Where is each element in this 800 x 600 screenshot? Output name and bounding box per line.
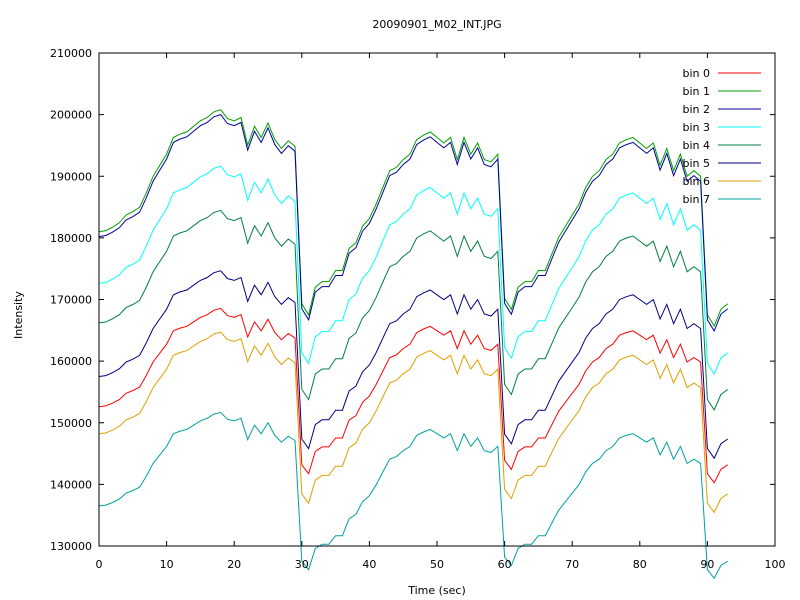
legend-label-bin-0: bin 0	[682, 67, 710, 80]
legend-label-bin-7: bin 7	[682, 193, 710, 206]
legend-label-bin-2: bin 2	[682, 103, 710, 116]
series-line-bin-0	[98, 307, 728, 484]
x-tick-label: 70	[565, 558, 579, 571]
x-tick-label: 10	[160, 558, 174, 571]
series-group	[98, 109, 729, 580]
x-tick-label: 100	[765, 558, 786, 571]
y-tick-label: 180000	[50, 232, 92, 245]
x-tick-label: 20	[227, 558, 241, 571]
legend-label-bin-4: bin 4	[682, 139, 710, 152]
y-tick-label: 170000	[50, 294, 92, 307]
y-tick-label: 210000	[50, 47, 92, 60]
series-line-bin-2	[98, 114, 729, 333]
x-axis-label: Time (sec)	[407, 584, 466, 597]
legend-label-bin-1: bin 1	[682, 85, 710, 98]
x-tick-label: 40	[362, 558, 376, 571]
legend-label-bin-5: bin 5	[682, 157, 710, 170]
x-tick-label: 80	[633, 558, 647, 571]
y-tick-label: 150000	[50, 417, 92, 430]
series-line-bin-7	[98, 411, 728, 580]
legend-label-bin-6: bin 6	[682, 175, 710, 188]
series-line-bin-3	[98, 165, 729, 376]
legend-label-bin-3: bin 3	[682, 121, 710, 134]
y-tick-label: 200000	[50, 109, 92, 122]
y-tick-label: 130000	[50, 540, 92, 553]
series-line-bin-1	[98, 109, 729, 328]
x-tick-label: 60	[498, 558, 512, 571]
axes-group: 0 10 20 30 40 50 60 70 80 90 100 130000 140000 150000…	[50, 47, 786, 571]
legend: bin 0 bin 1 bin 2 bin 3 bin 4 bin 5 bin 6 bin 7	[682, 67, 761, 206]
y-tick-label: 160000	[50, 355, 92, 368]
x-tick-label: 50	[430, 558, 444, 571]
y-tick-label: 190000	[50, 170, 92, 183]
series-line-bin-6	[98, 331, 728, 514]
plot-frame	[98, 52, 776, 547]
series-line-bin-5	[98, 270, 728, 460]
y-axis-label: Intensity	[12, 291, 25, 339]
x-tick-label: 30	[295, 558, 309, 571]
series-line-bin-4	[98, 209, 729, 411]
chart-title: 20090901_M02_INT.JPG	[372, 18, 501, 31]
x-tick-label: 0	[96, 558, 103, 571]
y-tick-label: 140000	[50, 478, 92, 491]
x-tick-label: 90	[700, 558, 714, 571]
